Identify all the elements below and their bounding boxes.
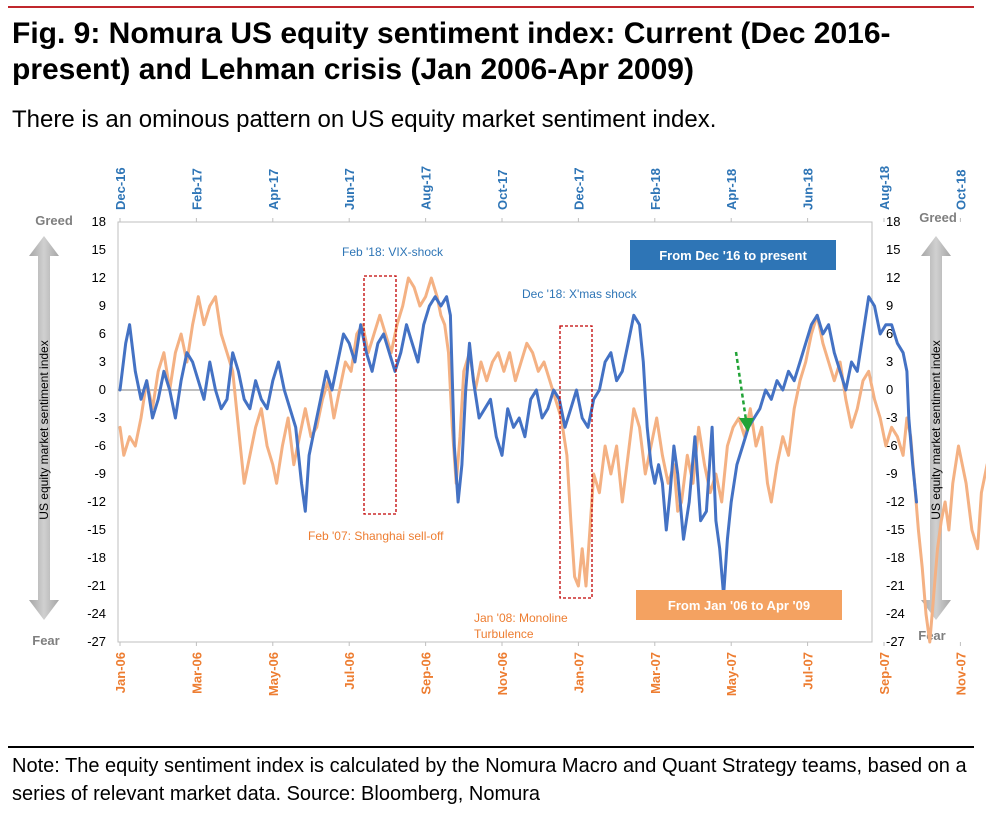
figure-title: Fig. 9: Nomura US equity sentiment index… bbox=[12, 17, 891, 86]
top-x-tick-label: Jun-18 bbox=[801, 168, 816, 210]
highlight-box-feb18 bbox=[363, 275, 397, 515]
annotation-jan08-monoline-line1: Jan '08: Monoline bbox=[474, 611, 568, 625]
left-y-tick-label: 3 bbox=[99, 354, 106, 369]
top-x-tick-label: Apr-17 bbox=[266, 169, 281, 210]
top-x-tick-label: Oct-18 bbox=[953, 170, 968, 210]
bottom-x-tick-label: Nov-07 bbox=[953, 652, 968, 695]
right-y-tick-label: 12 bbox=[886, 270, 900, 285]
series-line-lehman bbox=[118, 276, 986, 644]
legend-current: From Dec '16 to present bbox=[630, 240, 836, 270]
left-y-tick-label: 0 bbox=[99, 382, 106, 397]
right-greed-fear-arrow bbox=[921, 236, 951, 620]
sentiment-chart: Greed Fear US equity market sentiment in… bbox=[29, 166, 986, 696]
legend-lehman: From Jan '06 to Apr '09 bbox=[636, 590, 842, 620]
legend-lehman-label: From Jan '06 to Apr '09 bbox=[668, 598, 810, 613]
annotation-dec18-xmas-shock: Dec '18: X'mas shock bbox=[522, 287, 638, 301]
left-y-tick-label: 6 bbox=[99, 326, 106, 341]
top-x-tick-label: Feb-17 bbox=[189, 168, 204, 210]
right-y-tick-label: -12 bbox=[886, 494, 905, 509]
right-fear-label: Fear bbox=[918, 628, 945, 643]
left-y-tick-label: -21 bbox=[87, 578, 106, 593]
left-greed-fear-arrow bbox=[29, 236, 59, 620]
right-y-tick-label: 0 bbox=[886, 382, 893, 397]
right-y-tick-label: 18 bbox=[886, 214, 900, 229]
trend-arrow bbox=[734, 351, 754, 432]
legend-current-label: From Dec '16 to present bbox=[659, 248, 807, 263]
right-y-tick-label: -6 bbox=[886, 438, 898, 453]
right-y-tick-label: -24 bbox=[886, 606, 905, 621]
bottom-x-tick-label: May-07 bbox=[724, 652, 739, 696]
right-y-axis-title: US equity market sentiment index bbox=[929, 340, 943, 519]
bottom-x-tick-label: Jan-07 bbox=[571, 652, 586, 693]
top-x-tick-label: Dec-17 bbox=[571, 167, 586, 210]
plot-frame bbox=[117, 221, 873, 643]
bottom-x-tick-label: Jul-07 bbox=[801, 652, 816, 690]
left-fear-label: Fear bbox=[32, 633, 59, 648]
bottom-x-tick-label: Jan-06 bbox=[113, 652, 128, 693]
top-x-tick-label: Dec-16 bbox=[113, 167, 128, 210]
left-y-axis-title: US equity market sentiment index bbox=[37, 340, 51, 519]
left-y-tick-label: -15 bbox=[87, 522, 106, 537]
left-y-tick-label: -24 bbox=[87, 606, 106, 621]
right-y-tick-label: 3 bbox=[886, 354, 893, 369]
top-x-tick-label: Aug-17 bbox=[419, 166, 434, 210]
top-x-tick-label: Oct-17 bbox=[495, 170, 510, 210]
left-y-tick-label: -6 bbox=[94, 438, 106, 453]
left-y-tick-label: 15 bbox=[92, 242, 106, 257]
bottom-x-tick-label: Mar-07 bbox=[648, 652, 663, 694]
bottom-x-ticks: Jan-06 Mar-06 May-06 Jul-06 Sep-06 Nov-06 Jan-… bbox=[113, 642, 968, 696]
title-top-rule bbox=[8, 6, 974, 8]
top-x-ticks: Dec-16 Feb-17 Apr-17 Jun-17 Aug-17 Oct-17 Dec-… bbox=[113, 166, 968, 222]
right-y-tick-label: 6 bbox=[886, 326, 893, 341]
figure-note: Note: The equity sentiment index is calc… bbox=[12, 755, 967, 805]
left-greed-label: Greed bbox=[35, 213, 73, 228]
top-x-tick-label: Apr-18 bbox=[724, 169, 739, 210]
left-y-tick-label: 18 bbox=[92, 214, 106, 229]
bottom-x-tick-label: Mar-06 bbox=[189, 652, 204, 694]
left-y-tick-label: -3 bbox=[94, 410, 106, 425]
right-y-ticks: 18 15 12 9 6 3 0 -3 -6 -9 -12 -15 -18 -21 -24 -27 bbox=[886, 214, 905, 649]
series-line-current bbox=[118, 295, 918, 597]
bottom-x-tick-label: May-06 bbox=[266, 652, 281, 696]
top-x-tick-label: Jun-17 bbox=[342, 168, 357, 210]
left-y-tick-label: -27 bbox=[87, 634, 106, 649]
bottom-x-tick-label: Nov-06 bbox=[495, 652, 510, 695]
right-y-tick-label: -21 bbox=[886, 578, 905, 593]
bottom-x-tick-label: Sep-06 bbox=[419, 652, 434, 695]
right-y-tick-label: -9 bbox=[886, 466, 898, 481]
right-y-tick-label: -18 bbox=[886, 550, 905, 565]
note-top-rule bbox=[8, 746, 974, 748]
right-y-tick-label: -15 bbox=[886, 522, 905, 537]
right-y-tick-label: 15 bbox=[886, 242, 900, 257]
right-y-tick-label: -27 bbox=[886, 634, 905, 649]
top-x-tick-label: Aug-18 bbox=[877, 166, 892, 210]
left-y-tick-label: 12 bbox=[92, 270, 106, 285]
figure-subtitle: There is an ominous pattern on US equity… bbox=[12, 106, 717, 133]
left-y-ticks: 18 15 12 9 6 3 0 -3 -6 -9 -12 -15 -18 -21 -24 -27 bbox=[87, 214, 106, 649]
top-x-tick-label: Feb-18 bbox=[648, 168, 663, 210]
right-greed-label: Greed bbox=[919, 210, 957, 225]
left-y-tick-label: -9 bbox=[94, 466, 106, 481]
bottom-x-tick-label: Sep-07 bbox=[877, 652, 892, 695]
left-y-tick-label: -12 bbox=[87, 494, 106, 509]
right-y-tick-label: 9 bbox=[886, 298, 893, 313]
left-y-tick-label: 9 bbox=[99, 298, 106, 313]
annotation-jan08-monoline-line2: Turbulence bbox=[474, 627, 534, 641]
left-y-tick-label: -18 bbox=[87, 550, 106, 565]
highlight-box-dec18 bbox=[559, 325, 593, 599]
annotation-feb07-shanghai: Feb '07: Shanghai sell-off bbox=[308, 529, 444, 543]
annotation-feb18-vix-shock: Feb '18: VIX-shock bbox=[342, 245, 444, 259]
bottom-x-tick-label: Jul-06 bbox=[342, 652, 357, 690]
right-y-tick-label: -3 bbox=[886, 410, 898, 425]
